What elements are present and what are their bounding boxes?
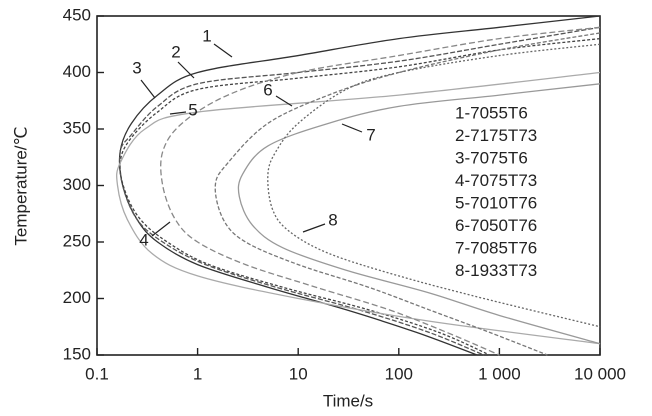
callout-leader bbox=[275, 95, 293, 107]
legend-entry: 2-7175T73 bbox=[455, 126, 537, 145]
series-line bbox=[214, 32, 601, 356]
legend-entry: 7-7085T76 bbox=[455, 238, 537, 257]
y-tick-label: 400 bbox=[63, 62, 91, 81]
callout-leader bbox=[341, 123, 363, 133]
x-axis-label: Time/s bbox=[323, 391, 373, 410]
callout-leader bbox=[151, 221, 171, 237]
x-tick-label: 100 bbox=[385, 364, 413, 383]
series-line bbox=[237, 83, 601, 345]
legend-entry: 1-7055T6 bbox=[455, 103, 528, 122]
y-tick-label: 150 bbox=[63, 344, 91, 363]
x-tick-label: 1 000 bbox=[478, 364, 521, 383]
curve-label: 2 bbox=[171, 42, 180, 61]
x-tick-label: 10 000 bbox=[574, 364, 626, 383]
legend-entry: 6-7050T76 bbox=[455, 216, 537, 235]
y-tick-label: 200 bbox=[63, 288, 91, 307]
y-tick-label: 250 bbox=[63, 231, 91, 250]
series-line bbox=[115, 71, 601, 345]
series-line bbox=[160, 26, 601, 356]
curve-label: 4 bbox=[139, 230, 148, 249]
callout-leader bbox=[140, 79, 156, 99]
series-line bbox=[267, 43, 601, 328]
legend-entry: 4-7075T73 bbox=[455, 171, 537, 190]
legend-entry: 5-7010T76 bbox=[455, 193, 537, 212]
curve-label: 6 bbox=[263, 80, 272, 99]
curve-label: 8 bbox=[328, 210, 337, 229]
x-tick-label: 1 bbox=[193, 364, 202, 383]
callout-leader bbox=[177, 61, 195, 79]
y-tick-label: 450 bbox=[63, 5, 91, 24]
curve-label: 3 bbox=[132, 58, 141, 77]
x-tick-label: 10 bbox=[289, 364, 308, 383]
curve-label: 7 bbox=[366, 125, 375, 144]
y-axis-label: Temperature/℃ bbox=[11, 126, 30, 245]
curve-label: 1 bbox=[202, 26, 211, 45]
legend-entry: 8-1933T73 bbox=[455, 261, 537, 280]
x-tick-label: 0.1 bbox=[85, 364, 109, 383]
curve-label: 5 bbox=[188, 100, 197, 119]
y-tick-label: 300 bbox=[63, 175, 91, 194]
series-line bbox=[118, 26, 601, 356]
legend-entry: 3-7075T6 bbox=[455, 148, 528, 167]
callout-leader bbox=[302, 223, 326, 233]
callout-leader bbox=[213, 43, 233, 58]
callout-leader bbox=[169, 111, 187, 115]
y-tick-label: 350 bbox=[63, 118, 91, 137]
